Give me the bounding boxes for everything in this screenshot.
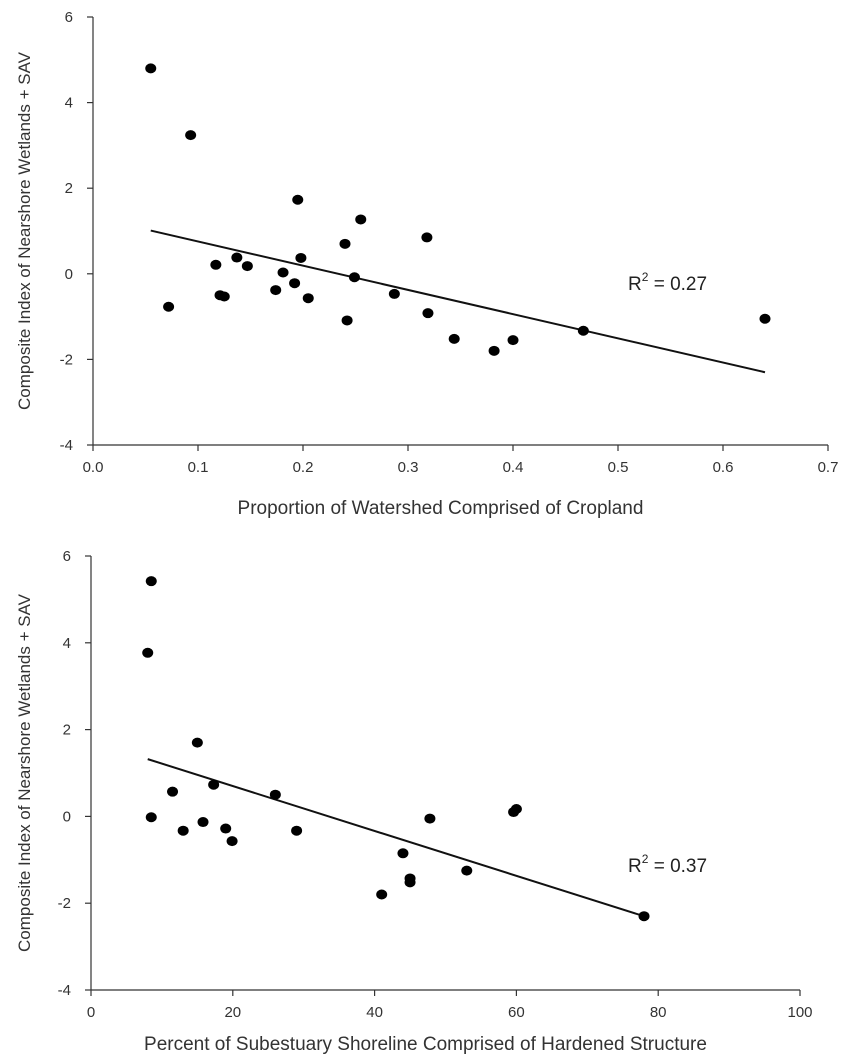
x-tick-label: 0.5	[608, 459, 629, 476]
data-point	[277, 267, 289, 278]
data-point	[355, 214, 367, 225]
data-point	[289, 278, 301, 289]
y-tick-label: 6	[65, 9, 73, 26]
data-point	[218, 291, 230, 302]
x-tick-label: 0.3	[398, 459, 419, 476]
x-tick-label: 20	[224, 1004, 241, 1021]
y-tick-label: 0	[63, 808, 71, 825]
data-point	[292, 194, 304, 205]
r-squared-superscript: 2	[642, 852, 649, 866]
data-point	[339, 238, 351, 249]
data-point	[185, 130, 197, 141]
data-point	[220, 823, 232, 834]
x-tick-label: 100	[787, 1004, 812, 1021]
data-point	[397, 848, 409, 859]
data-point	[507, 335, 519, 346]
data-point	[388, 288, 400, 299]
x-tick-label: 0	[87, 1004, 95, 1021]
data-point	[208, 779, 220, 790]
x-tick-label: 0.2	[293, 459, 314, 476]
data-point	[302, 293, 314, 304]
data-point	[376, 889, 388, 900]
data-point	[404, 877, 416, 888]
y-tick-label: 6	[63, 548, 71, 565]
data-point	[341, 315, 353, 326]
x-tick-label: 0.1	[188, 459, 209, 476]
y-tick-label: -4	[60, 437, 73, 454]
x-tick-label: 0.0	[83, 459, 104, 476]
data-point	[291, 825, 303, 836]
x-tick-label: 80	[650, 1004, 667, 1021]
y-tick-label: -4	[58, 982, 71, 999]
data-point	[421, 232, 433, 243]
data-point	[145, 576, 157, 587]
data-point	[226, 836, 238, 847]
trend-line	[147, 758, 645, 918]
y-tick-label: 4	[63, 635, 71, 652]
data-point	[295, 252, 307, 263]
y-tick-label: 2	[63, 722, 71, 739]
data-point	[191, 737, 203, 748]
r-squared-annotation: R2 = 0.37	[628, 852, 707, 877]
y-axis-title: Composite Index of Nearshore Wetlands + …	[15, 51, 34, 410]
y-tick-label: 2	[65, 180, 73, 197]
x-tick-label: 0.6	[713, 459, 734, 476]
r-squared-value: = 0.27	[648, 274, 707, 295]
data-point	[638, 911, 650, 922]
x-axis-title: Proportion of Watershed Comprised of Cro…	[238, 498, 644, 519]
data-point	[167, 786, 179, 797]
y-axis-title: Composite Index of Nearshore Wetlands + …	[15, 593, 34, 952]
data-point	[145, 63, 157, 74]
x-axis-title: Percent of Subestuary Shoreline Comprise…	[144, 1034, 707, 1055]
data-point	[177, 825, 189, 836]
data-point	[210, 259, 222, 270]
data-point	[145, 812, 157, 823]
r-squared-value: = 0.37	[648, 856, 707, 877]
x-tick-label: 0.7	[818, 459, 839, 476]
scatter-chart-cropland: -4 -2 0 2 4 6 0.0 0.1 0.2 0.3 0.4 0.5 0.6 0.7 Proporti…	[15, 9, 839, 519]
r-squared-r: R	[628, 856, 642, 877]
data-point	[163, 301, 175, 312]
data-point	[422, 308, 434, 319]
data-point	[348, 272, 360, 283]
data-point	[461, 865, 473, 876]
y-tick-label: 4	[65, 95, 73, 112]
trend-line	[150, 229, 766, 374]
r-squared-r: R	[628, 274, 642, 295]
x-tick-label: 60	[508, 1004, 525, 1021]
data-point	[510, 804, 522, 815]
data-point	[241, 261, 253, 272]
x-tick-label: 0.4	[503, 459, 524, 476]
data-point	[142, 647, 154, 658]
x-tick-label: 40	[366, 1004, 383, 1021]
r-squared-superscript: 2	[642, 270, 649, 284]
data-point	[577, 325, 589, 336]
y-tick-label: 0	[65, 266, 73, 283]
data-point	[488, 345, 500, 356]
y-tick-label: -2	[60, 351, 73, 368]
data-point	[759, 313, 771, 324]
data-point	[197, 817, 209, 828]
r-squared-annotation: R2 = 0.27	[628, 270, 707, 295]
data-point	[448, 333, 460, 344]
data-point	[231, 252, 243, 263]
data-point	[269, 789, 281, 800]
data-point	[270, 285, 282, 296]
data-point	[424, 813, 436, 824]
y-tick-label: -2	[58, 895, 71, 912]
